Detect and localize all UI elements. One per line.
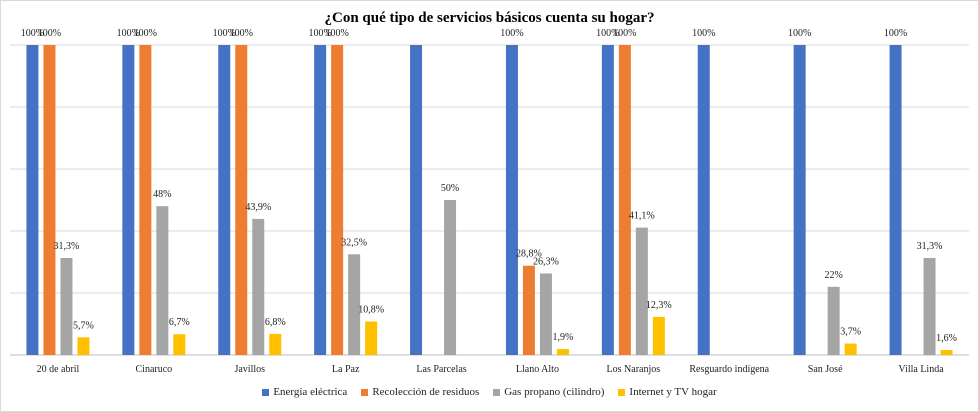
data-labels: 100%100%31,3%5,7%100%100%48%6,7%100%100%… — [21, 28, 957, 344]
bar — [618, 45, 631, 355]
legend-item: Recolección de residuos — [361, 386, 479, 398]
data-label: 28,8% — [516, 249, 542, 260]
bar — [410, 45, 423, 355]
bar — [348, 254, 361, 355]
bar — [269, 333, 282, 355]
x-tick-label: Cinaruco — [136, 364, 173, 375]
bar — [235, 45, 248, 355]
x-tick-label: Villa Linda — [898, 364, 944, 375]
bar — [139, 45, 152, 355]
data-label: 32,5% — [341, 237, 367, 248]
bar — [252, 218, 265, 355]
bar — [505, 45, 518, 355]
data-label: 100% — [596, 28, 619, 39]
data-label: 100% — [884, 28, 907, 39]
bar — [77, 337, 90, 355]
data-label: 31,3% — [917, 241, 943, 252]
x-tick-label: Los Naranjos — [607, 364, 661, 375]
x-tick-label: Las Parcelas — [416, 364, 466, 375]
legend-item: Internet y TV hogar — [618, 386, 717, 398]
gridlines — [10, 44, 969, 356]
bar — [173, 334, 186, 355]
bar — [365, 321, 378, 355]
bar — [844, 343, 857, 355]
data-label: 100% — [134, 28, 157, 39]
bar — [156, 206, 169, 355]
bar — [889, 45, 902, 355]
x-tick-label: Resguardo indígena — [689, 364, 769, 375]
data-label: 41,1% — [629, 211, 655, 222]
bar — [218, 45, 231, 355]
bar — [444, 200, 457, 355]
data-label: 43,9% — [245, 202, 271, 213]
data-label: 100% — [38, 28, 61, 39]
data-label: 5,7% — [73, 320, 94, 331]
legend-item: Energía eléctrica — [262, 386, 347, 398]
bar — [827, 286, 840, 355]
bar — [556, 349, 569, 355]
legend: Energía eléctrica Recolección de residuos… — [0, 386, 979, 398]
bar — [522, 265, 535, 355]
bar — [122, 45, 135, 355]
data-label: 26,3% — [533, 256, 559, 267]
data-label: 3,7% — [840, 327, 861, 338]
bar — [601, 45, 614, 355]
bar — [60, 257, 73, 355]
x-tick-label: San José — [808, 364, 843, 375]
x-tick-label: Javillos — [234, 364, 265, 375]
data-label: 100% — [213, 28, 236, 39]
data-label: 48% — [153, 189, 171, 200]
legend-label: Energía eléctrica — [273, 386, 348, 398]
data-label: 31,3% — [54, 241, 80, 252]
data-label: 50% — [441, 183, 459, 194]
bar — [793, 45, 806, 355]
legend-swatch — [361, 388, 369, 396]
data-label: 100% — [788, 28, 811, 39]
data-label: 100% — [230, 28, 253, 39]
bar — [940, 350, 953, 355]
legend-swatch — [493, 388, 501, 396]
bar — [539, 273, 552, 355]
bar — [652, 316, 665, 355]
legend-label: Gas propano (cilindro) — [504, 386, 605, 398]
bar — [697, 45, 710, 355]
data-label: 100% — [308, 28, 331, 39]
data-label: 100% — [613, 28, 636, 39]
data-label: 6,7% — [169, 317, 190, 328]
data-label: 1,6% — [936, 333, 957, 344]
data-label: 100% — [325, 28, 348, 39]
x-tick-label: Llano Alto — [516, 364, 559, 375]
bars — [26, 45, 953, 355]
bar — [331, 45, 344, 355]
legend-item: Gas propano (cilindro) — [493, 386, 604, 398]
data-label: 100% — [117, 28, 140, 39]
data-label: 22% — [824, 270, 842, 281]
data-label: 6,8% — [265, 317, 286, 328]
legend-label: Internet y TV hogar — [629, 386, 717, 398]
legend-swatch — [262, 388, 270, 396]
chart-title: ¿Con qué tipo de servicios básicos cuent… — [324, 10, 655, 26]
bar — [26, 45, 39, 355]
data-label: 12,3% — [646, 300, 672, 311]
bar — [635, 227, 648, 355]
legend-swatch — [618, 388, 626, 396]
bar — [314, 45, 327, 355]
data-label: 100% — [21, 28, 44, 39]
data-label: 1,9% — [553, 332, 574, 343]
x-tick-labels: 20 de abril Cinaruco Javillos La Paz Las Par… — [37, 364, 945, 375]
legend-label: Recolección de residuos — [372, 386, 480, 398]
bar — [43, 45, 56, 355]
x-tick-label: La Paz — [332, 364, 360, 375]
data-label: 100% — [692, 28, 715, 39]
bar — [923, 257, 936, 355]
data-label: 10,8% — [358, 305, 384, 316]
x-tick-label: 20 de abril — [37, 364, 80, 375]
data-label: 100% — [500, 28, 523, 39]
